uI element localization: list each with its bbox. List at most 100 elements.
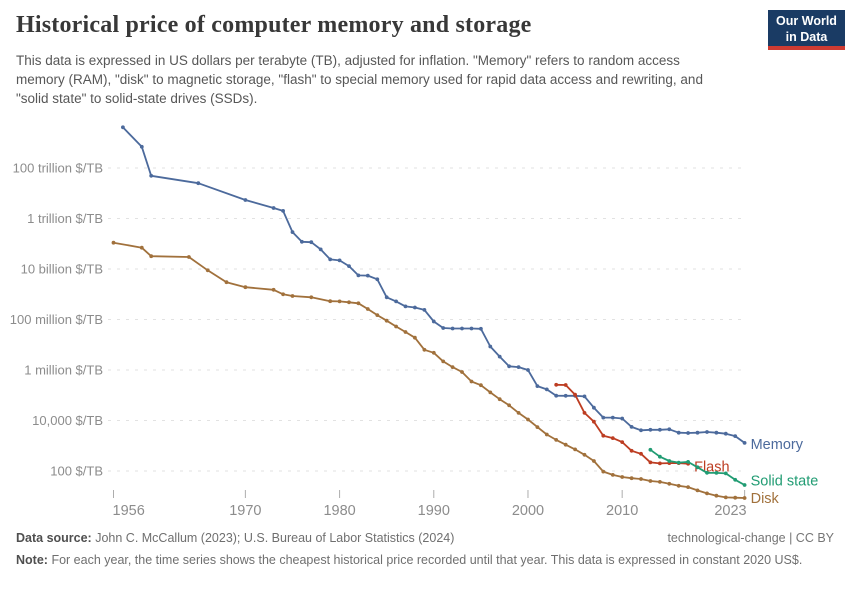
data-point-memory[interactable] — [620, 416, 625, 421]
data-point-disk[interactable] — [507, 403, 511, 408]
data-point-disk[interactable] — [365, 307, 370, 311]
data-point-disk[interactable] — [723, 495, 728, 500]
data-point-memory[interactable] — [403, 304, 408, 309]
data-point-disk[interactable] — [479, 383, 483, 388]
data-point-memory[interactable] — [243, 198, 248, 202]
data-point-flash[interactable] — [554, 382, 559, 387]
data-point-solid-state[interactable] — [723, 471, 728, 476]
data-point-memory[interactable] — [281, 209, 285, 213]
data-point-disk[interactable] — [403, 330, 408, 334]
data-point-flash[interactable] — [639, 451, 643, 456]
data-point-memory[interactable] — [271, 206, 276, 210]
data-point-solid-state[interactable] — [733, 477, 738, 482]
data-point-disk[interactable] — [563, 442, 568, 447]
data-point-memory[interactable] — [648, 427, 653, 432]
data-point-memory[interactable] — [356, 273, 361, 278]
data-point-disk[interactable] — [356, 301, 361, 306]
data-point-memory[interactable] — [431, 319, 436, 324]
data-point-disk[interactable] — [375, 313, 380, 317]
series-label-memory[interactable]: Memory — [751, 437, 804, 453]
data-point-disk[interactable] — [394, 324, 398, 329]
data-point-disk[interactable] — [544, 432, 549, 437]
data-point-memory[interactable] — [676, 430, 681, 435]
data-point-solid-state[interactable] — [705, 470, 709, 475]
data-point-memory[interactable] — [535, 384, 540, 388]
data-point-flash[interactable] — [592, 419, 596, 424]
data-point-memory[interactable] — [526, 368, 530, 372]
data-point-disk[interactable] — [648, 479, 653, 483]
data-point-memory[interactable] — [507, 364, 511, 369]
data-point-disk[interactable] — [497, 397, 502, 402]
data-point-flash[interactable] — [601, 433, 606, 438]
data-point-disk[interactable] — [281, 292, 285, 297]
data-point-memory[interactable] — [479, 326, 483, 331]
data-point-solid-state[interactable] — [667, 459, 672, 463]
data-point-disk[interactable] — [535, 425, 540, 429]
data-point-memory[interactable] — [384, 295, 389, 300]
data-point-memory[interactable] — [686, 431, 690, 435]
series-label-flash[interactable]: Flash — [694, 460, 729, 476]
data-point-memory[interactable] — [196, 181, 201, 186]
series-line-memory[interactable] — [122, 126, 746, 444]
data-point-disk[interactable] — [629, 476, 634, 481]
data-point-disk[interactable] — [610, 473, 615, 477]
data-point-disk[interactable] — [460, 370, 464, 374]
data-point-flash[interactable] — [610, 436, 615, 440]
data-point-disk[interactable] — [592, 459, 596, 463]
data-point-disk[interactable] — [347, 300, 351, 305]
data-point-memory[interactable] — [469, 326, 474, 331]
data-point-disk[interactable] — [422, 347, 427, 352]
data-point-memory[interactable] — [290, 230, 295, 235]
data-point-memory[interactable] — [516, 365, 521, 369]
data-point-disk[interactable] — [582, 452, 587, 457]
data-point-disk[interactable] — [139, 245, 144, 250]
data-point-disk[interactable] — [573, 447, 577, 452]
data-point-solid-state[interactable] — [648, 447, 653, 452]
data-point-disk[interactable] — [676, 483, 681, 488]
data-point-memory[interactable] — [629, 425, 634, 429]
data-point-disk[interactable] — [620, 475, 625, 479]
data-point-disk[interactable] — [309, 295, 314, 300]
data-point-solid-state[interactable] — [658, 454, 662, 459]
data-point-disk[interactable] — [516, 411, 521, 415]
data-point-memory[interactable] — [639, 428, 643, 433]
data-point-disk[interactable] — [431, 350, 436, 355]
data-point-disk[interactable] — [742, 496, 747, 500]
data-point-flash[interactable] — [573, 392, 577, 397]
data-point-disk[interactable] — [705, 491, 709, 496]
series-label-disk[interactable]: Disk — [751, 491, 780, 507]
data-point-disk[interactable] — [271, 287, 276, 292]
data-point-flash[interactable] — [620, 440, 625, 444]
data-point-solid-state[interactable] — [742, 483, 747, 487]
data-point-disk[interactable] — [413, 335, 417, 340]
data-point-flash[interactable] — [648, 460, 653, 465]
data-point-memory[interactable] — [450, 326, 455, 331]
data-point-disk[interactable] — [488, 390, 493, 395]
data-point-memory[interactable] — [601, 415, 606, 420]
data-point-memory[interactable] — [582, 394, 587, 399]
data-point-disk[interactable] — [686, 485, 690, 489]
data-point-memory[interactable] — [300, 239, 304, 244]
data-point-memory[interactable] — [714, 430, 719, 435]
data-point-memory[interactable] — [413, 305, 417, 310]
data-point-memory[interactable] — [365, 273, 370, 278]
data-point-memory[interactable] — [723, 431, 728, 436]
data-point-disk[interactable] — [205, 268, 210, 273]
data-point-memory[interactable] — [441, 326, 446, 330]
data-point-memory[interactable] — [309, 240, 314, 245]
data-point-memory[interactable] — [347, 264, 351, 268]
data-point-memory[interactable] — [394, 299, 398, 304]
data-point-memory[interactable] — [460, 326, 464, 331]
data-point-solid-state[interactable] — [714, 471, 719, 475]
data-point-solid-state[interactable] — [676, 460, 681, 465]
data-point-solid-state[interactable] — [686, 460, 690, 464]
data-point-disk[interactable] — [658, 480, 662, 484]
data-point-memory[interactable] — [422, 308, 427, 312]
data-point-flash[interactable] — [658, 461, 662, 466]
data-point-disk[interactable] — [695, 488, 700, 493]
data-point-memory[interactable] — [695, 430, 700, 435]
data-point-disk[interactable] — [714, 493, 719, 498]
data-point-memory[interactable] — [563, 393, 568, 398]
data-point-disk[interactable] — [450, 365, 455, 369]
data-point-memory[interactable] — [337, 258, 342, 263]
